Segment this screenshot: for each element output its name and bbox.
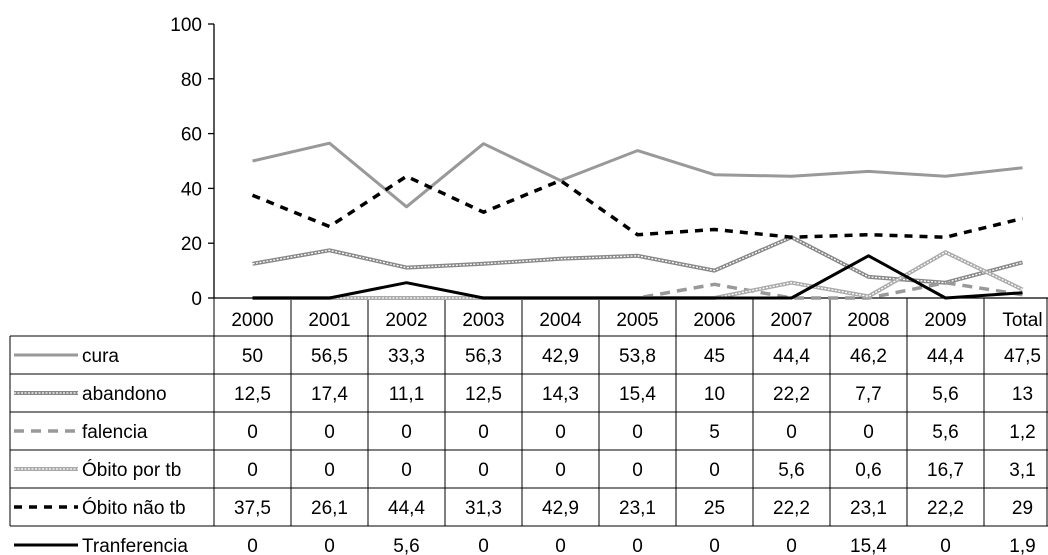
data-label: 42,9	[542, 346, 579, 367]
data-label: 0	[555, 536, 566, 555]
data-label: 5,6	[778, 460, 804, 481]
data-label: 25	[704, 498, 725, 519]
data-label: 44,4	[773, 346, 810, 367]
data-label: 29	[1012, 498, 1033, 519]
data-label: 53,8	[619, 346, 656, 367]
data-label: 22,2	[773, 498, 810, 519]
y-tick-label: 100	[170, 15, 202, 36]
data-label: 5	[709, 422, 720, 443]
data-label: 33,3	[388, 346, 425, 367]
category-label: 2001	[308, 310, 350, 331]
data-label: 46,2	[850, 346, 887, 367]
data-label: 0	[555, 460, 566, 481]
data-label: 56,3	[465, 346, 502, 367]
data-label: 12,5	[465, 384, 502, 405]
data-label: 0	[786, 536, 797, 555]
data-label: 5,6	[932, 422, 958, 443]
data-label: 50	[242, 346, 263, 367]
data-label: 56,5	[311, 346, 348, 367]
legend-label: Óbito não tb	[82, 497, 186, 519]
legend-label: abandono	[82, 384, 167, 405]
data-label: 0	[401, 422, 412, 443]
data-label: 22,2	[927, 498, 964, 519]
data-label: 0	[324, 460, 335, 481]
data-label: 1,9	[1009, 536, 1035, 555]
data-label: 44,4	[927, 346, 964, 367]
category-label: Total	[1002, 310, 1042, 331]
data-label: 10	[704, 384, 725, 405]
category-label: 2002	[385, 310, 427, 331]
data-label: 7,7	[855, 384, 881, 405]
data-label: 5,6	[393, 536, 419, 555]
series-line-1-inner	[252, 236, 1023, 284]
category-label: 2003	[462, 310, 504, 331]
legend-label: Óbito por tb	[82, 459, 181, 481]
series-line-0	[252, 141, 1023, 209]
data-label: 45	[704, 346, 725, 367]
data-label: 5,6	[932, 384, 958, 405]
data-label: 0	[632, 460, 643, 481]
data-label: 0	[324, 536, 335, 555]
data-label: 0	[863, 422, 874, 443]
data-label: 0	[786, 422, 797, 443]
data-label: 0	[247, 422, 258, 443]
data-label: 23,1	[619, 498, 656, 519]
data-label: 0	[709, 460, 720, 481]
data-label: 0	[632, 536, 643, 555]
y-tick-label: 0	[191, 289, 202, 310]
data-label: 15,4	[850, 536, 887, 555]
y-tick-label: 80	[181, 70, 202, 91]
data-label: 17,4	[311, 384, 348, 405]
legend-label: Tranferencia	[82, 536, 188, 555]
category-label: 2009	[924, 310, 966, 331]
data-label: 16,7	[927, 460, 964, 481]
data-label: 0,6	[855, 460, 881, 481]
data-label: 14,3	[542, 384, 579, 405]
data-label: 12,5	[234, 384, 271, 405]
y-tick-label: 20	[181, 234, 202, 255]
data-label: 1,2	[1009, 422, 1035, 443]
data-label: 26,1	[311, 498, 348, 519]
data-label: 0	[940, 536, 951, 555]
data-label: 0	[632, 422, 643, 443]
data-label: 42,9	[542, 498, 579, 519]
data-label: 0	[555, 422, 566, 443]
category-label: 2008	[847, 310, 889, 331]
data-label: 37,5	[234, 498, 271, 519]
data-label: 3,1	[1009, 460, 1035, 481]
data-label: 31,3	[465, 498, 502, 519]
data-label: 47,5	[1004, 346, 1041, 367]
category-label: 2004	[539, 310, 582, 331]
series-line-5	[252, 254, 1023, 300]
data-label: 0	[478, 422, 489, 443]
legend-label: cura	[82, 346, 119, 367]
category-label: 2006	[693, 310, 735, 331]
series-line-4	[251, 174, 1023, 239]
category-label: 2007	[770, 310, 812, 331]
data-label: 11,1	[389, 384, 425, 405]
data-label: 0	[478, 460, 489, 481]
data-label: 0	[247, 536, 258, 555]
data-label: 0	[478, 536, 489, 555]
data-label: 0	[247, 460, 258, 481]
data-label: 44,4	[388, 498, 425, 519]
data-label: 13	[1012, 384, 1033, 405]
category-label: 2005	[616, 310, 658, 331]
legend-label: falencia	[82, 422, 148, 443]
data-label: 0	[324, 422, 335, 443]
category-label: 2000	[231, 310, 273, 331]
data-label: 15,4	[619, 384, 656, 405]
y-tick-label: 60	[181, 125, 202, 146]
y-tick-label: 40	[181, 179, 202, 200]
data-label: 23,1	[850, 498, 887, 519]
data-label: 0	[709, 536, 720, 555]
data-label: 22,2	[773, 384, 810, 405]
data-label: 0	[401, 460, 412, 481]
